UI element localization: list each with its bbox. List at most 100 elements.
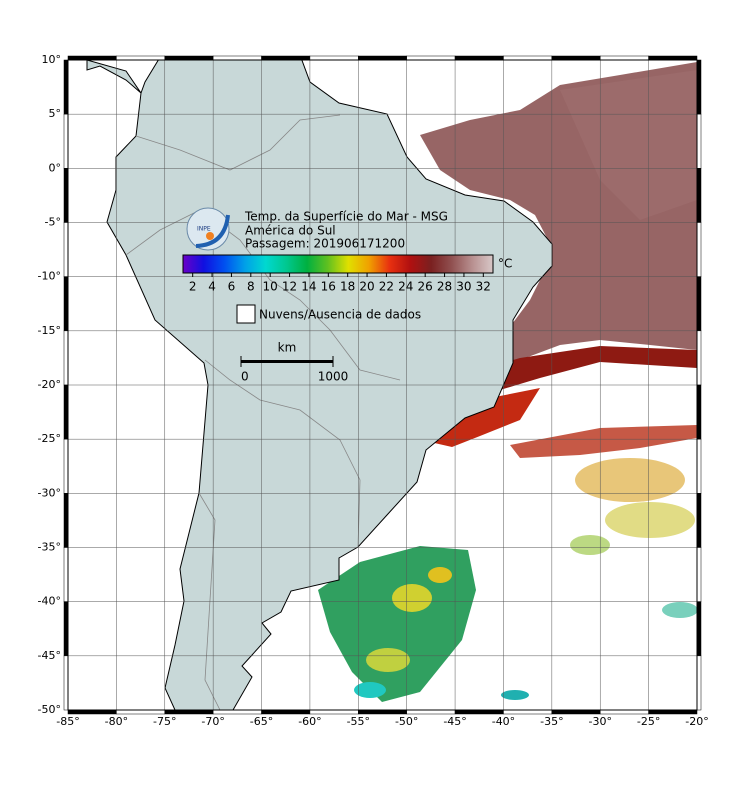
- frame-segment: [63, 113, 69, 169]
- x-tick-label: -30°: [588, 715, 611, 728]
- y-tick-label: 10°: [42, 53, 62, 66]
- frame-segment: [454, 55, 504, 61]
- frame-segment: [358, 709, 407, 715]
- frame-segment: [696, 330, 702, 386]
- x-tick-label: -50°: [395, 715, 418, 728]
- frame-segment: [309, 709, 359, 715]
- frame-segment: [406, 55, 456, 61]
- colorbar-label: 28: [437, 280, 452, 294]
- frame-segment: [164, 709, 214, 715]
- frame-segment: [164, 55, 214, 61]
- sst-field: [318, 62, 697, 702]
- frame-segment: [696, 222, 702, 277]
- frame-segment: [67, 55, 117, 61]
- frame-segment: [63, 547, 69, 602]
- frame: [67, 59, 698, 711]
- colorbar-label: 20: [359, 280, 374, 294]
- frame-segment: [63, 330, 69, 386]
- y-tick-label: 5°: [49, 107, 62, 120]
- colorbar-label: 30: [456, 280, 471, 294]
- scale-unit: km: [278, 341, 297, 355]
- frame-segment: [63, 438, 69, 494]
- x-tick-label: -60°: [298, 715, 321, 728]
- logo: INPE: [186, 207, 230, 251]
- colorbar-label: 12: [282, 280, 297, 294]
- frame-segment: [212, 55, 262, 61]
- frame-segment: [696, 655, 702, 711]
- borders: [125, 114, 401, 710]
- frame-segment: [599, 55, 649, 61]
- frame-segment: [261, 709, 311, 715]
- subtitle: América do Sul: [245, 224, 336, 238]
- frame-segment: [696, 493, 702, 548]
- legend-swatch: [236, 304, 256, 324]
- frame-segment: [406, 709, 456, 715]
- colorbar-label: 10: [263, 280, 278, 294]
- x-tick-label: -25°: [637, 715, 660, 728]
- y-tick-label: -15°: [38, 324, 61, 337]
- frame-segment: [696, 601, 702, 657]
- y-tick-label: -35°: [38, 541, 61, 554]
- y-tick-label: -45°: [38, 649, 61, 662]
- frame-segment: [696, 547, 702, 602]
- x-tick-label: -65°: [250, 715, 273, 728]
- frame-segment: [599, 709, 649, 715]
- y-tick-label: 0°: [49, 161, 62, 174]
- frame-segment: [503, 55, 553, 61]
- frame-segment: [116, 55, 166, 61]
- colorbar-label: 22: [379, 280, 394, 294]
- frame-segment: [63, 222, 69, 277]
- colorbar-label: 16: [321, 280, 336, 294]
- colorbar-label: 24: [398, 280, 413, 294]
- y-tick-label: -30°: [38, 486, 61, 499]
- colorbar-label: 32: [476, 280, 491, 294]
- frame-segment: [63, 655, 69, 711]
- frame-segment: [309, 55, 359, 61]
- frame-segment: [358, 55, 407, 61]
- frame-segment: [648, 55, 698, 61]
- colorbar: [182, 254, 494, 274]
- colorbar-label: 14: [301, 280, 316, 294]
- x-tick-label: -55°: [347, 715, 370, 728]
- scale-label: 0: [241, 370, 249, 384]
- frame-segment: [63, 276, 69, 332]
- frame-segment: [696, 438, 702, 494]
- frame-segment: [696, 276, 702, 332]
- pass-time: Passagem: 201906171200: [245, 237, 405, 251]
- legend-text: Nuvens/Ausencia de dados: [259, 308, 421, 322]
- colorbar-label: 26: [418, 280, 433, 294]
- colorbar-unit: °C: [498, 257, 512, 271]
- y-tick-label: -40°: [38, 595, 61, 608]
- scale-label: 1000: [318, 370, 349, 384]
- colorbar-label: 4: [208, 280, 216, 294]
- y-tick-label: -5°: [45, 216, 61, 229]
- frame-segment: [696, 113, 702, 169]
- colorbar-label: 2: [189, 280, 197, 294]
- y-tick-label: -10°: [38, 270, 61, 283]
- x-tick-label: -20°: [685, 715, 708, 728]
- frame-segment: [503, 709, 553, 715]
- x-tick-label: -40°: [492, 715, 515, 728]
- logo-text: INPE: [197, 226, 211, 233]
- y-tick-label: -50°: [38, 703, 61, 716]
- x-tick-label: -85°: [56, 715, 79, 728]
- title: Temp. da Superfície do Mar - MSG: [244, 210, 448, 224]
- y-tick-label: -25°: [38, 432, 61, 445]
- frame-segment: [63, 59, 69, 115]
- frame-segment: [696, 384, 702, 440]
- frame-segment: [63, 384, 69, 440]
- x-tick-label: -80°: [105, 715, 128, 728]
- frame-segment: [551, 709, 601, 715]
- y-tick-label: -20°: [38, 378, 61, 391]
- colorbar-label: 18: [340, 280, 355, 294]
- frame-segment: [63, 601, 69, 657]
- frame-segment: [696, 59, 702, 115]
- frame-segment: [63, 168, 69, 223]
- x-tick-label: -70°: [201, 715, 224, 728]
- colorbar-label: 8: [247, 280, 255, 294]
- scale-bar: [241, 360, 333, 363]
- x-tick-label: -45°: [443, 715, 466, 728]
- frame-segment: [454, 709, 504, 715]
- x-tick-label: -75°: [153, 715, 176, 728]
